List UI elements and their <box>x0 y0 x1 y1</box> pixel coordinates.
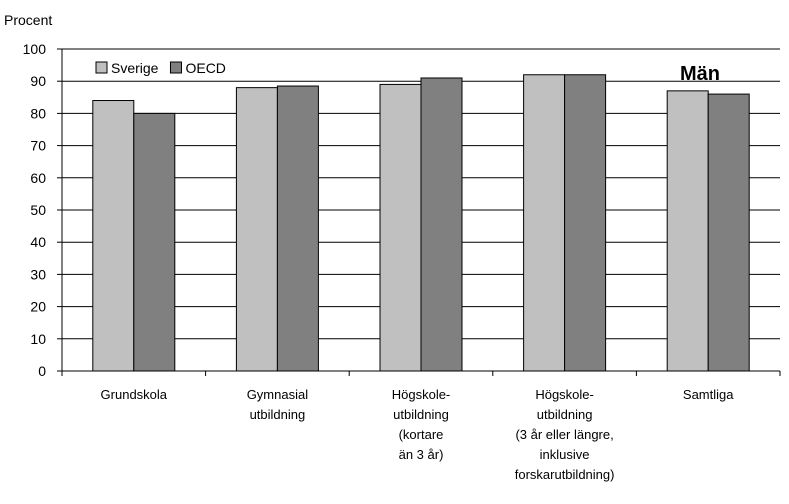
bar <box>235 87 278 372</box>
legend-swatch <box>95 61 108 74</box>
x-tick-label: Grundskola <box>101 387 168 402</box>
y-axis-label: Procent <box>4 12 52 28</box>
x-tick-label: Högskole-utbildning (kortare än 3 år) <box>392 387 451 462</box>
x-tick-label-line: inklusive <box>540 447 590 462</box>
x-tick-label-line: Grundskola <box>101 387 168 402</box>
x-tick-label-line: Samtliga <box>683 387 734 402</box>
y-tick-label: 20 <box>30 299 46 315</box>
y-tick-label: 30 <box>30 266 46 282</box>
x-tick-label-line: (kortare <box>399 427 444 442</box>
x-tick-label: Högskole-utbildning (3 år eller längre, in… <box>515 387 615 482</box>
x-tick-label-line: Högskole- <box>392 387 451 402</box>
y-tick-label: 70 <box>30 138 46 154</box>
y-tick-label: 0 <box>38 363 46 379</box>
bar <box>420 77 463 372</box>
x-tick-label-line: utbildning <box>393 407 449 422</box>
legend-box <box>88 56 278 80</box>
bar <box>666 90 709 372</box>
bar <box>523 74 566 372</box>
x-tick-label-line: (3 år eller längre, <box>515 427 613 442</box>
y-tick-label: 80 <box>30 105 46 121</box>
bar <box>92 100 135 372</box>
annotation: Män <box>680 63 720 85</box>
x-tick-label-line: Högskole- <box>535 387 594 402</box>
x-tick-label: Samtliga <box>683 387 734 402</box>
legend: Sverige OECD <box>88 56 278 80</box>
x-tick-label-line: forskarutbildning) <box>515 467 615 482</box>
y-tick-label: 40 <box>30 234 46 250</box>
bar <box>564 74 607 372</box>
x-tick-label: Gymnasial utbildning <box>247 387 309 422</box>
bar <box>707 93 750 372</box>
legend-label: Sverige <box>111 60 159 76</box>
x-tick-label-line: Gymnasial <box>247 387 309 402</box>
legend-swatch <box>169 61 182 74</box>
legend-label: OECD <box>185 60 225 76</box>
x-tick-label-line: utbildning <box>250 407 306 422</box>
bar <box>276 85 319 372</box>
bar <box>379 83 422 372</box>
y-tick-label: 90 <box>30 73 46 89</box>
x-tick-label-line: än 3 år) <box>399 447 444 462</box>
x-tick-label-line: utbildning <box>537 407 593 422</box>
bar <box>133 112 176 372</box>
y-tick-label: 10 <box>30 331 46 347</box>
y-tick-label: 50 <box>30 202 46 218</box>
y-tick-label: 100 <box>23 41 47 57</box>
y-tick-label: 60 <box>30 170 46 186</box>
